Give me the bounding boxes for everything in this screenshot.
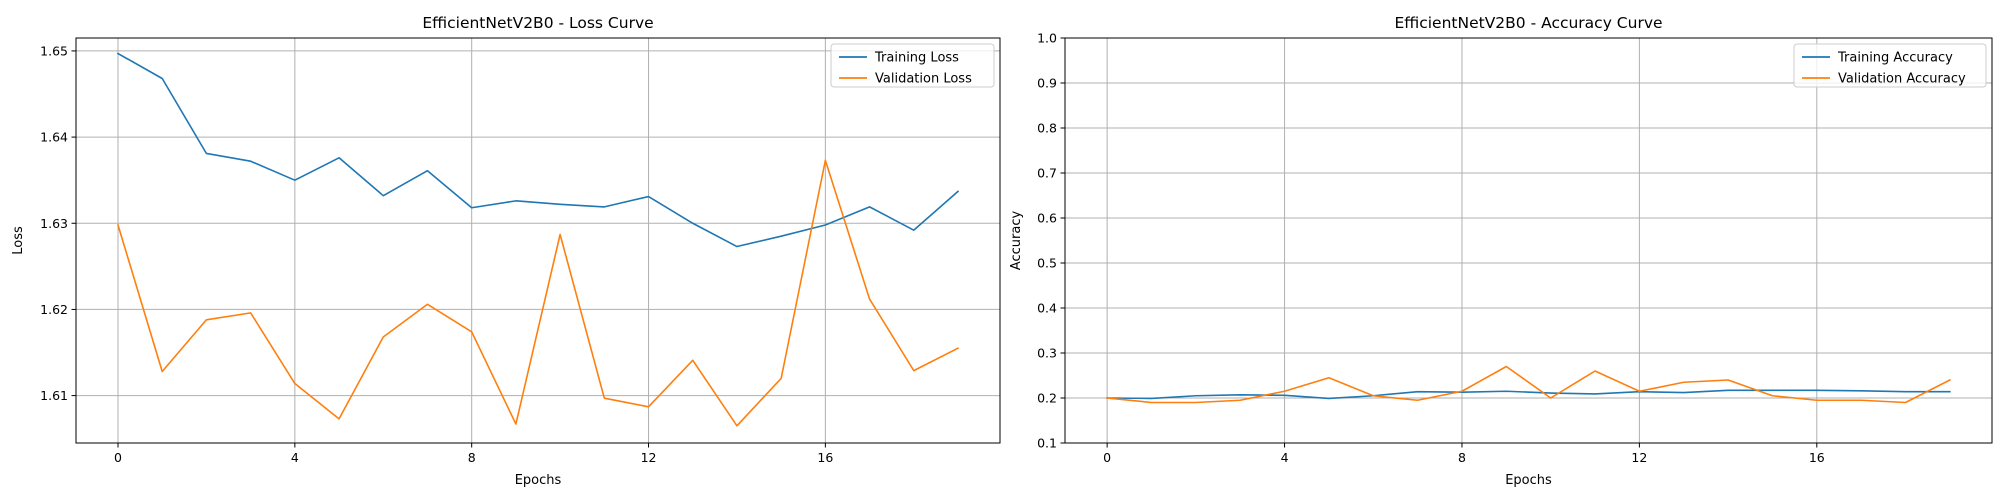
x-tick-label: 8 — [468, 450, 476, 465]
x-axis-label: Epochs — [1505, 473, 1552, 488]
legend-label-validation: Validation Accuracy — [1838, 72, 1966, 87]
x-tick-label: 16 — [817, 450, 833, 465]
y-tick-label: 1.0 — [1037, 31, 1057, 46]
y-tick-label: 0.5 — [1037, 256, 1057, 271]
legend: Training Loss Validation Loss — [830, 43, 995, 88]
legend-label-validation: Validation Loss — [875, 72, 972, 87]
legend-box — [830, 43, 995, 88]
training-series-line — [116, 52, 960, 248]
chart-title: EfficientNetV2B0 - Loss Curve — [422, 14, 653, 32]
plot-frame — [75, 37, 1001, 444]
y-tick-label: 1.63 — [40, 216, 68, 231]
validation-series-line — [1106, 365, 1951, 404]
x-tick-label: 12 — [641, 450, 657, 465]
legend-label-training: Training Loss — [874, 51, 959, 66]
accuracy-chart: 0 4 8 12 16 0.1 0.2 0.3 0.4 0.5 0.6 0.7 0.8 0.9 1.0 Eff… — [1009, 14, 1993, 488]
x-tick-label: 12 — [1631, 450, 1647, 465]
y-tick-label: 1.64 — [40, 130, 68, 145]
legend-box — [1793, 43, 1987, 88]
y-tick-label: 1.62 — [40, 302, 68, 317]
x-tick-label: 4 — [1281, 450, 1289, 465]
training-series-line — [1106, 389, 1951, 400]
chart-title: EfficientNetV2B0 - Accuracy Curve — [1394, 14, 1662, 32]
x-tick-label: 8 — [1458, 450, 1466, 465]
y-tick-label: 0.8 — [1037, 121, 1057, 136]
y-tick-label: 0.3 — [1037, 346, 1057, 361]
y-axis-label: Loss — [11, 226, 26, 255]
loss-chart: 0 4 8 12 16 1.61 1.62 1.63 1.64 1.65 EfficientNetV… — [11, 14, 1001, 488]
legend-label-training: Training Accuracy — [1837, 51, 1953, 66]
y-tick-label: 0.9 — [1037, 76, 1057, 91]
y-tick-label: 0.7 — [1037, 166, 1057, 181]
y-tick-label: 1.65 — [40, 43, 68, 58]
x-tick-label: 0 — [1103, 450, 1111, 465]
y-tick-label: 0.4 — [1037, 301, 1057, 316]
validation-series-line — [117, 159, 960, 427]
y-tick-label: 1.61 — [40, 388, 68, 403]
x-axis-label: Epochs — [515, 473, 562, 488]
y-tick-label: 0.2 — [1037, 391, 1057, 406]
y-tick-label: 0.1 — [1037, 436, 1057, 451]
y-tick-label: 0.6 — [1037, 211, 1057, 226]
x-tick-label: 0 — [114, 450, 122, 465]
x-tick-label: 16 — [1809, 450, 1825, 465]
x-tick-label: 4 — [291, 450, 299, 465]
legend: Training Accuracy Validation Accuracy — [1793, 43, 1987, 88]
plot-frame — [1064, 37, 1993, 444]
y-axis-label: Accuracy — [1009, 211, 1024, 271]
